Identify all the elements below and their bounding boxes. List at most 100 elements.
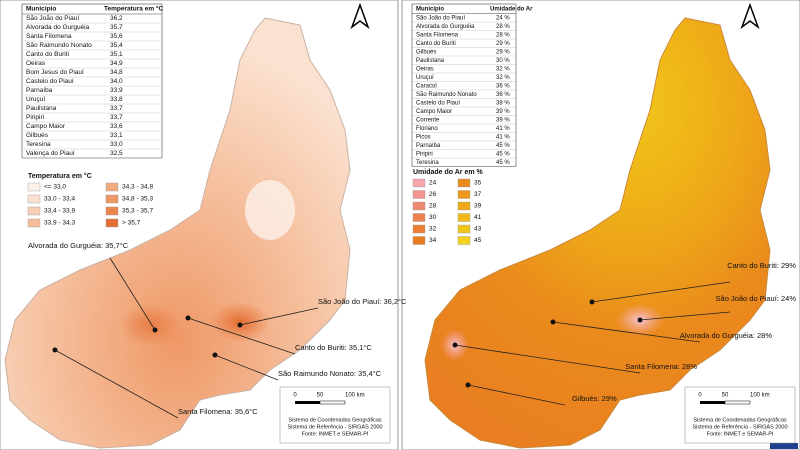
city-point [550, 319, 556, 325]
leader-line [467, 384, 566, 406]
legend-swatch [412, 201, 426, 211]
legend-label: 30 [429, 214, 437, 221]
city-point [212, 352, 218, 358]
scale-label: 0 [698, 393, 702, 399]
table-cell: 45 % [496, 160, 510, 166]
table-cell: Canto do Buriti [26, 51, 69, 58]
city-point [465, 382, 471, 388]
hot-area [210, 302, 270, 342]
cool-area [245, 180, 295, 240]
table-cell: Santa Filomena [416, 32, 459, 38]
table-cell: Oeiras [26, 60, 46, 67]
table-cell: Parnaíba [26, 87, 53, 94]
legend-swatch [457, 201, 471, 211]
city-annotation: São João do Piauí: 36,2°C [318, 297, 407, 306]
city-annotation: São João do Piauí: 24% [716, 294, 797, 303]
city-annotation: São Raimundo Nonato: 35,4°C [278, 369, 382, 378]
table-cell: 33,6 [110, 123, 123, 130]
table-cell: 33,0 [110, 141, 123, 148]
table-cell: Caracol [416, 83, 437, 89]
scale-label: 50 [722, 393, 729, 399]
legend-label: 33,4 - 33,9 [44, 208, 75, 215]
table-cell: Picos [416, 134, 431, 140]
leader-line [109, 257, 156, 331]
city-annotation: Santa Filomena: 35,6°C [178, 407, 258, 416]
legend-label: 41 [474, 214, 482, 221]
city-point [452, 342, 458, 348]
scale-bar [295, 401, 320, 404]
table-cell: 34,9 [110, 60, 123, 67]
table-cell: Uruçuí [26, 96, 45, 103]
city-point [589, 299, 595, 305]
city-point [637, 317, 643, 323]
credits-box [279, 386, 391, 444]
table-cell: 36 % [496, 92, 510, 98]
credits: Fonte: INMET e SEMAR-PI [302, 431, 369, 437]
legend-label: <= 33,0 [44, 184, 66, 191]
legend-label: 34,8 - 35,3 [122, 196, 153, 203]
city-annotation: Santa Filomena: 28% [625, 362, 697, 371]
table-cell: 39 % [496, 117, 510, 123]
table-cell: Gilbués [416, 49, 436, 55]
table-cell: São Raimundo Nonato [26, 42, 92, 49]
table-cell: 24 % [496, 15, 510, 21]
table-cell: Teresina [26, 141, 51, 148]
scale-bar [700, 401, 725, 404]
legend-swatch [457, 178, 471, 188]
table-header: Município [416, 6, 444, 12]
table-header: Temperatura em °C [104, 5, 163, 13]
legend-title: Umidade do Ar em % [413, 169, 484, 176]
legend-swatch [27, 182, 41, 192]
scale-label: 100 km [750, 393, 770, 399]
table-cell: Teresina [416, 160, 439, 166]
legend-label: 37 [474, 191, 482, 198]
legend-swatch [412, 178, 426, 188]
legend-label: 39 [474, 203, 482, 210]
table-cell: 33,9 [110, 87, 123, 94]
table-cell: 32 % [496, 75, 510, 81]
leader-line [187, 317, 296, 355]
table-cell: Castelo do Piauí [416, 100, 460, 106]
city-annotation: Gilbués: 29% [572, 394, 617, 403]
legend-swatch [412, 213, 426, 222]
city-annotation: Alvorada do Gurguéia: 28% [680, 331, 772, 340]
scale-label: 50 [317, 393, 324, 399]
table-cell: 34,8 [110, 69, 123, 76]
credits: Sistema de Coordenadas Geográficas [693, 417, 786, 423]
table-cell: Castelo do Piauí [26, 78, 74, 85]
legend-swatch [412, 224, 426, 234]
legend-label: 32 [429, 226, 437, 233]
table-cell: Bom Jesus do Piauí [26, 69, 84, 76]
legend-swatch [105, 218, 119, 228]
legend-swatch [412, 236, 426, 245]
table-cell: 39 % [496, 109, 510, 115]
scale-label: 0 [293, 393, 297, 399]
table-cell: 41 % [496, 134, 510, 140]
leader-line [552, 321, 701, 343]
legend-label: 33,9 - 34,3 [44, 220, 75, 227]
table-cell: Parnaíba [416, 143, 441, 149]
table-cell: São João do Piauí [26, 15, 79, 22]
table-cell: 33,1 [110, 132, 123, 139]
legend-swatch [105, 182, 119, 192]
table-cell: 29 % [496, 41, 510, 47]
table-cell: São João do Piauí [416, 15, 465, 21]
table-cell: Corrente [416, 117, 440, 123]
city-annotation: Canto do Buriti: 35,1°C [295, 343, 372, 352]
table-cell: 41 % [496, 126, 510, 132]
table-cell: Gilbués [26, 132, 49, 139]
table-cell: 45 % [496, 151, 510, 157]
table-cell: Floriano [416, 126, 438, 132]
north-arrow [740, 2, 760, 30]
city-annotation: Canto do Buriti: 29% [727, 261, 796, 270]
scale-label: 100 km [345, 393, 365, 399]
legend-swatch [27, 206, 41, 216]
credits-box [684, 386, 796, 444]
table-cell: 32 % [496, 66, 510, 72]
table-cell: 30 % [496, 58, 510, 64]
credits: Sistema de Referência - SIRGAS 2000 [287, 424, 382, 430]
leader-line [54, 349, 179, 419]
table-cell: Uruçuí [416, 75, 434, 81]
